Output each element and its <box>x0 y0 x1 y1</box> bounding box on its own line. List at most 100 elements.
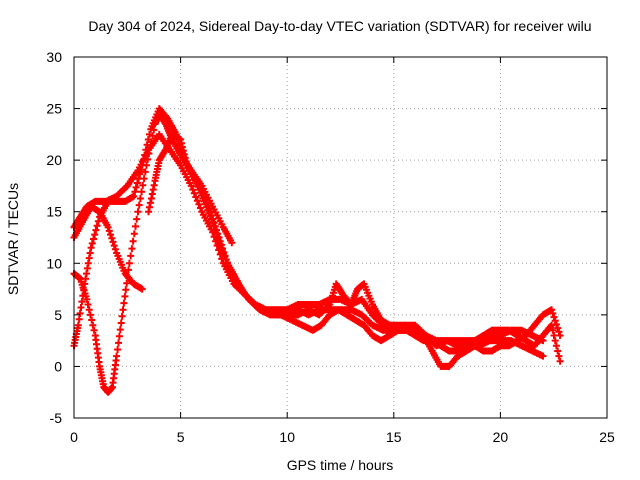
data-point <box>212 229 220 237</box>
data-point <box>192 193 200 201</box>
data-point <box>75 315 83 323</box>
data-point <box>551 317 559 325</box>
x-tick-label: 15 <box>386 429 402 445</box>
data-point <box>121 292 129 300</box>
y-tick-label: 10 <box>46 255 62 271</box>
x-tick-label: 5 <box>177 429 185 445</box>
data-point <box>89 321 97 329</box>
data-point <box>116 326 124 334</box>
data-point <box>78 298 86 306</box>
data-point <box>86 311 94 319</box>
y-tick-label: -5 <box>50 410 63 426</box>
data-point <box>88 239 96 247</box>
data-point <box>549 309 557 317</box>
data-point <box>111 245 119 253</box>
data-point <box>125 259 133 267</box>
data-point <box>210 222 218 230</box>
data-point <box>124 273 132 280</box>
data-point <box>120 299 128 307</box>
grid-lines <box>74 57 607 418</box>
y-tick-label: 20 <box>46 152 62 168</box>
data-point <box>555 328 563 336</box>
data-point <box>80 286 88 294</box>
y-tick-label: 30 <box>46 49 62 65</box>
data-point <box>137 166 145 174</box>
data-point <box>91 231 99 239</box>
data-point <box>87 244 95 252</box>
data-point <box>141 151 149 159</box>
data-point <box>211 225 219 233</box>
data-point <box>550 313 558 321</box>
y-axis-label: SDTVAR / TECUs <box>5 183 21 295</box>
data-point <box>133 215 141 223</box>
x-tick-label: 20 <box>493 429 509 445</box>
data-point <box>135 175 143 183</box>
data-point <box>85 306 93 314</box>
data-point <box>138 161 146 169</box>
x-tick-label: 0 <box>70 429 78 445</box>
data-point <box>94 217 102 225</box>
data-point <box>142 146 150 154</box>
data-point <box>143 141 151 149</box>
data-point <box>88 316 96 324</box>
data-point <box>122 286 130 294</box>
data-point <box>132 183 140 191</box>
y-tick-label: 5 <box>54 307 62 323</box>
data-point <box>127 252 135 260</box>
data-point <box>552 342 560 350</box>
data-point <box>76 309 84 317</box>
data-points <box>70 105 564 396</box>
axes: 0 5 10 15 20 25 -5 0 5 10 15 20 25 30 <box>46 49 615 445</box>
data-point <box>549 326 557 334</box>
data-point <box>144 136 152 143</box>
data-point <box>146 130 153 138</box>
data-point <box>554 324 562 332</box>
data-point <box>215 236 223 244</box>
data-point <box>134 208 142 216</box>
data-point <box>556 357 564 365</box>
data-point <box>110 242 118 250</box>
data-point <box>130 192 138 200</box>
data-point <box>79 292 87 300</box>
data-point <box>128 245 136 253</box>
data-point <box>139 181 147 189</box>
data-point <box>548 306 556 314</box>
data-point <box>214 233 221 241</box>
data-point <box>550 332 558 339</box>
data-point <box>190 189 198 197</box>
y-tick-label: 0 <box>54 358 62 374</box>
data-point <box>108 234 116 242</box>
series-track-2 <box>70 203 146 293</box>
data-point <box>114 346 122 353</box>
data-point <box>118 312 126 320</box>
data-point <box>187 182 195 190</box>
data-point <box>104 223 112 231</box>
data-point <box>132 222 139 230</box>
data-point <box>115 332 123 340</box>
data-point <box>74 321 82 329</box>
data-point <box>556 332 564 339</box>
data-point <box>141 168 149 176</box>
data-point <box>136 170 144 178</box>
y-tick-label: 15 <box>46 204 62 220</box>
data-point <box>133 179 141 187</box>
data-point <box>193 197 201 205</box>
data-point <box>228 239 236 247</box>
chart-title: Day 304 of 2024, Sidereal Day-to-day VTE… <box>88 18 591 34</box>
data-point <box>107 231 114 239</box>
data-point <box>119 306 127 314</box>
data-point <box>90 235 97 243</box>
y-tick-label: 25 <box>46 101 62 117</box>
data-point <box>138 285 146 293</box>
data-point <box>109 238 117 246</box>
x-tick-label: 10 <box>279 429 295 445</box>
data-point <box>129 237 137 245</box>
data-point <box>196 204 204 212</box>
data-point <box>138 188 146 196</box>
data-point <box>125 266 132 274</box>
data-point <box>117 319 125 327</box>
data-point <box>93 222 101 230</box>
data-point <box>135 201 143 209</box>
